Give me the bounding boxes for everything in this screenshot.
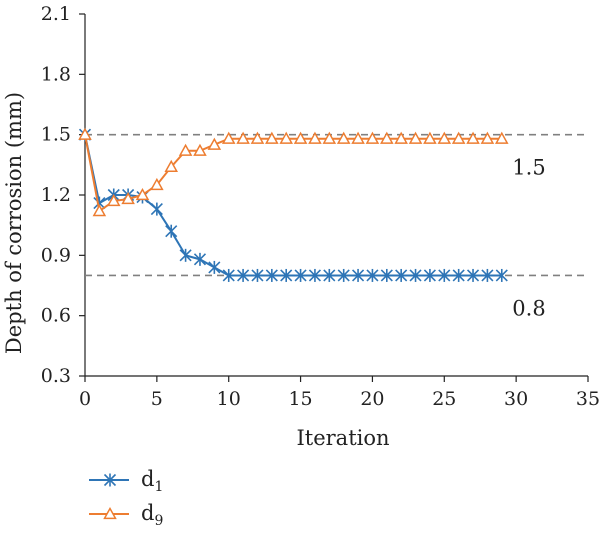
axes: 0.3 0.6 0.9 1.2 1.5 1.8 2.1 0 5 10 15 20 25 30 35: [41, 3, 600, 410]
legend-label: d1: [141, 467, 163, 495]
data-point: [265, 131, 279, 144]
data-point: [135, 187, 150, 201]
legend-item: d9: [89, 501, 163, 529]
data-point: [222, 268, 235, 282]
data-point: [103, 506, 117, 520]
data-point: [207, 137, 222, 150]
data-point: [466, 131, 480, 144]
x-tick-label: 30: [504, 388, 528, 410]
data-point: [308, 131, 322, 144]
data-point: [237, 268, 250, 282]
data-point: [437, 131, 452, 144]
x-tick-label: 15: [288, 388, 312, 410]
data-point: [293, 131, 308, 144]
data-point: [395, 268, 408, 282]
y-tick-label: 0.6: [41, 305, 71, 327]
data-point: [236, 131, 250, 144]
data-point: [150, 177, 164, 191]
y-tick-label: 1.8: [41, 63, 71, 85]
x-tick-label: 35: [576, 388, 600, 410]
data-point: [164, 159, 179, 172]
data-point: [193, 252, 207, 266]
data-point: [323, 268, 336, 282]
data-point: [394, 131, 408, 144]
data-point: [380, 268, 393, 282]
data-point: [494, 131, 509, 144]
data-point: [408, 131, 423, 144]
data-point: [423, 268, 436, 282]
data-point: [92, 204, 107, 217]
data-point: [121, 191, 135, 205]
series-d9: [78, 127, 509, 217]
legend-label-subscript: 9: [154, 513, 163, 529]
legend: d1 d9: [89, 467, 163, 529]
series-line: [84, 134, 502, 277]
data-point: [193, 143, 207, 156]
x-tick-label: 5: [151, 388, 163, 410]
x-tick-label: 0: [79, 388, 91, 410]
data-point: [150, 202, 163, 216]
data-point: [365, 131, 380, 144]
data-point: [423, 131, 437, 144]
data-point: [106, 193, 121, 207]
series-layer: [78, 127, 509, 282]
data-point: [480, 131, 495, 144]
data-point: [322, 131, 337, 144]
data-point: [221, 131, 236, 144]
y-tick-label: 0.9: [41, 244, 71, 266]
y-tick-label: 1.2: [41, 184, 71, 206]
legend-label: d9: [141, 501, 163, 529]
data-point: [308, 268, 322, 282]
legend-label-subscript: 1: [154, 479, 163, 495]
data-point: [251, 268, 264, 282]
data-point: [208, 260, 221, 274]
data-point: [250, 131, 265, 144]
x-axis-title: Iteration: [296, 426, 389, 450]
data-point: [366, 268, 379, 282]
data-point: [279, 131, 293, 144]
data-point: [466, 268, 480, 282]
y-axis-title: Depth of corrosion (mm): [2, 92, 26, 354]
data-point: [336, 131, 351, 144]
data-point: [337, 268, 350, 282]
y-tick-label: 2.1: [41, 3, 71, 25]
data-point: [103, 473, 117, 487]
x-tick-label: 10: [217, 388, 241, 410]
data-point: [294, 268, 307, 282]
data-point: [452, 268, 465, 282]
data-point: [451, 131, 466, 144]
data-point: [280, 268, 293, 282]
data-point: [351, 131, 365, 144]
reference-line-label: 1.5: [512, 156, 545, 180]
data-point: [179, 248, 192, 262]
reference-line-label: 0.8: [512, 296, 545, 320]
data-point: [351, 268, 365, 282]
x-tick-label: 20: [360, 388, 384, 410]
data-point: [481, 268, 494, 282]
series-d1: [78, 128, 508, 282]
y-tick-label: 0.3: [41, 365, 71, 387]
y-tick-label: 1.5: [41, 124, 71, 146]
data-point: [409, 268, 422, 282]
data-point: [438, 268, 451, 282]
data-point: [265, 268, 278, 282]
legend-item: d1: [89, 467, 163, 495]
x-tick-label: 25: [432, 388, 456, 410]
data-point: [178, 143, 193, 156]
reference-lines: 1.5 0.8: [85, 133, 588, 320]
data-point: [380, 131, 394, 144]
data-point: [165, 224, 178, 238]
data-point: [495, 268, 508, 282]
data-point: [78, 127, 92, 140]
